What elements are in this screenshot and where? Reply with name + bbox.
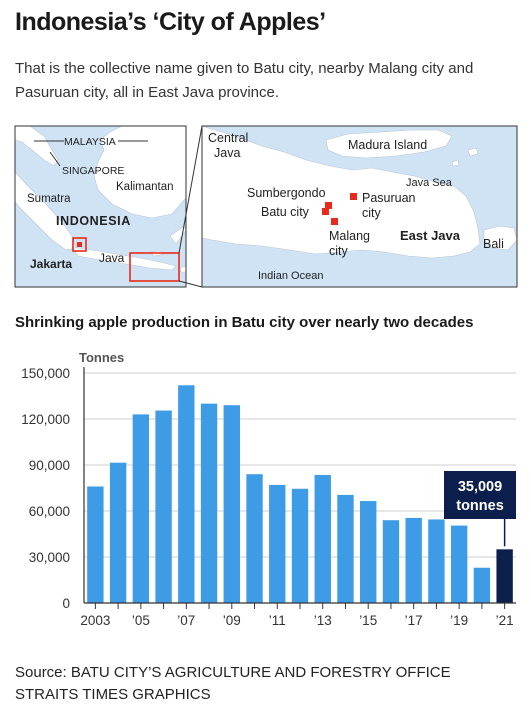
x-tick-label: ’05 [132, 613, 150, 628]
y-tick-label: 0 [62, 596, 70, 611]
bar [337, 494, 354, 603]
bar [450, 525, 468, 603]
x-tick-label: ’11 [269, 613, 286, 628]
label-batu-city: Batu city [261, 205, 310, 219]
chart-heading: Shrinking apple production in Batu city … [15, 314, 474, 331]
label-java-sea: Java Sea [406, 177, 453, 189]
y-tick-label: 120,000 [21, 412, 70, 427]
callout-box [444, 471, 516, 519]
bar [496, 549, 513, 603]
label-java: Java [99, 251, 125, 265]
y-tick-label: 60,000 [29, 504, 70, 519]
jakarta-marker [72, 237, 87, 252]
label-kalimantan: Kalimantan [116, 181, 174, 193]
label-bali: Bali [483, 237, 504, 251]
bar [428, 519, 445, 603]
locator-maps: MALAYSIA SINGAPORE Sumatra Kalimantan IN… [14, 125, 518, 288]
bar [246, 474, 263, 603]
pasuruan-marker [350, 193, 357, 200]
bar [155, 410, 172, 603]
apple-production-chart: Tonnes 0 30,000 60,000 90,000 120,000 150,000 2… [21, 350, 516, 628]
page-title: Indonesia’s ‘City of Apples’ [15, 8, 326, 36]
batu-marker [322, 208, 329, 215]
label-indian-ocean: Indian Ocean [258, 270, 323, 282]
label-east-java: East Java [400, 228, 461, 243]
x-tick-label: ’17 [405, 613, 423, 628]
label-indonesia: INDONESIA [56, 214, 131, 228]
bar [360, 501, 377, 603]
label-sumbergondo: Sumbergondo [247, 186, 326, 200]
label-pasuruan-city: Pasuruan city [362, 191, 419, 220]
bar [314, 474, 331, 603]
bar [178, 385, 195, 603]
label-madura-island: Madura Island [348, 138, 427, 152]
source-line: Source: BATU CITY’S AGRICULTURE AND FORE… [15, 664, 451, 681]
bar [200, 403, 218, 603]
y-tick-label: 150,000 [21, 366, 70, 381]
y-axis-label: Tonnes [79, 350, 124, 365]
credit-line: STRAITS TIMES GRAPHICS [15, 686, 211, 703]
bar [87, 486, 104, 603]
label-singapore: SINGAPORE [62, 165, 124, 177]
sumbergondo-marker [325, 202, 332, 209]
detail-map: Central Java Madura Island Java Sea Sumb… [201, 125, 518, 288]
y-tick-label: 90,000 [29, 458, 70, 473]
x-tick-label: ’21 [496, 613, 514, 628]
bar [291, 488, 309, 603]
zoom-box [129, 252, 180, 282]
x-tick-label: 2003 [80, 613, 110, 628]
x-tick-label: ’07 [177, 613, 195, 628]
malang-marker [331, 218, 338, 225]
x-tick-label: ’09 [223, 613, 241, 628]
label-sumatra: Sumatra [27, 193, 71, 205]
label-jakarta: Jakarta [30, 257, 72, 271]
bar [223, 405, 240, 603]
bar [473, 567, 491, 603]
callout-value: 35,009 [458, 479, 502, 495]
label-malang-city: Malang city [329, 229, 373, 258]
x-tick-label: ’13 [314, 613, 332, 628]
bar [269, 484, 286, 603]
page-subtitle: That is the collective name given to Bat… [15, 60, 474, 101]
bar [109, 462, 127, 603]
callout-unit: tonnes [456, 498, 504, 514]
y-tick-label: 30,000 [29, 550, 70, 565]
bar [405, 517, 422, 603]
bar [132, 414, 150, 603]
x-tick-label: ’19 [450, 613, 468, 628]
source-note: Source: BATU CITY’S AGRICULTURE AND FORE… [15, 662, 451, 706]
inset-map: MALAYSIA SINGAPORE Sumatra Kalimantan IN… [14, 125, 187, 288]
label-central-java: Central Java [208, 131, 252, 160]
x-tick-label: ’15 [359, 613, 377, 628]
label-malaysia: MALAYSIA [64, 136, 116, 148]
bar [382, 520, 400, 603]
